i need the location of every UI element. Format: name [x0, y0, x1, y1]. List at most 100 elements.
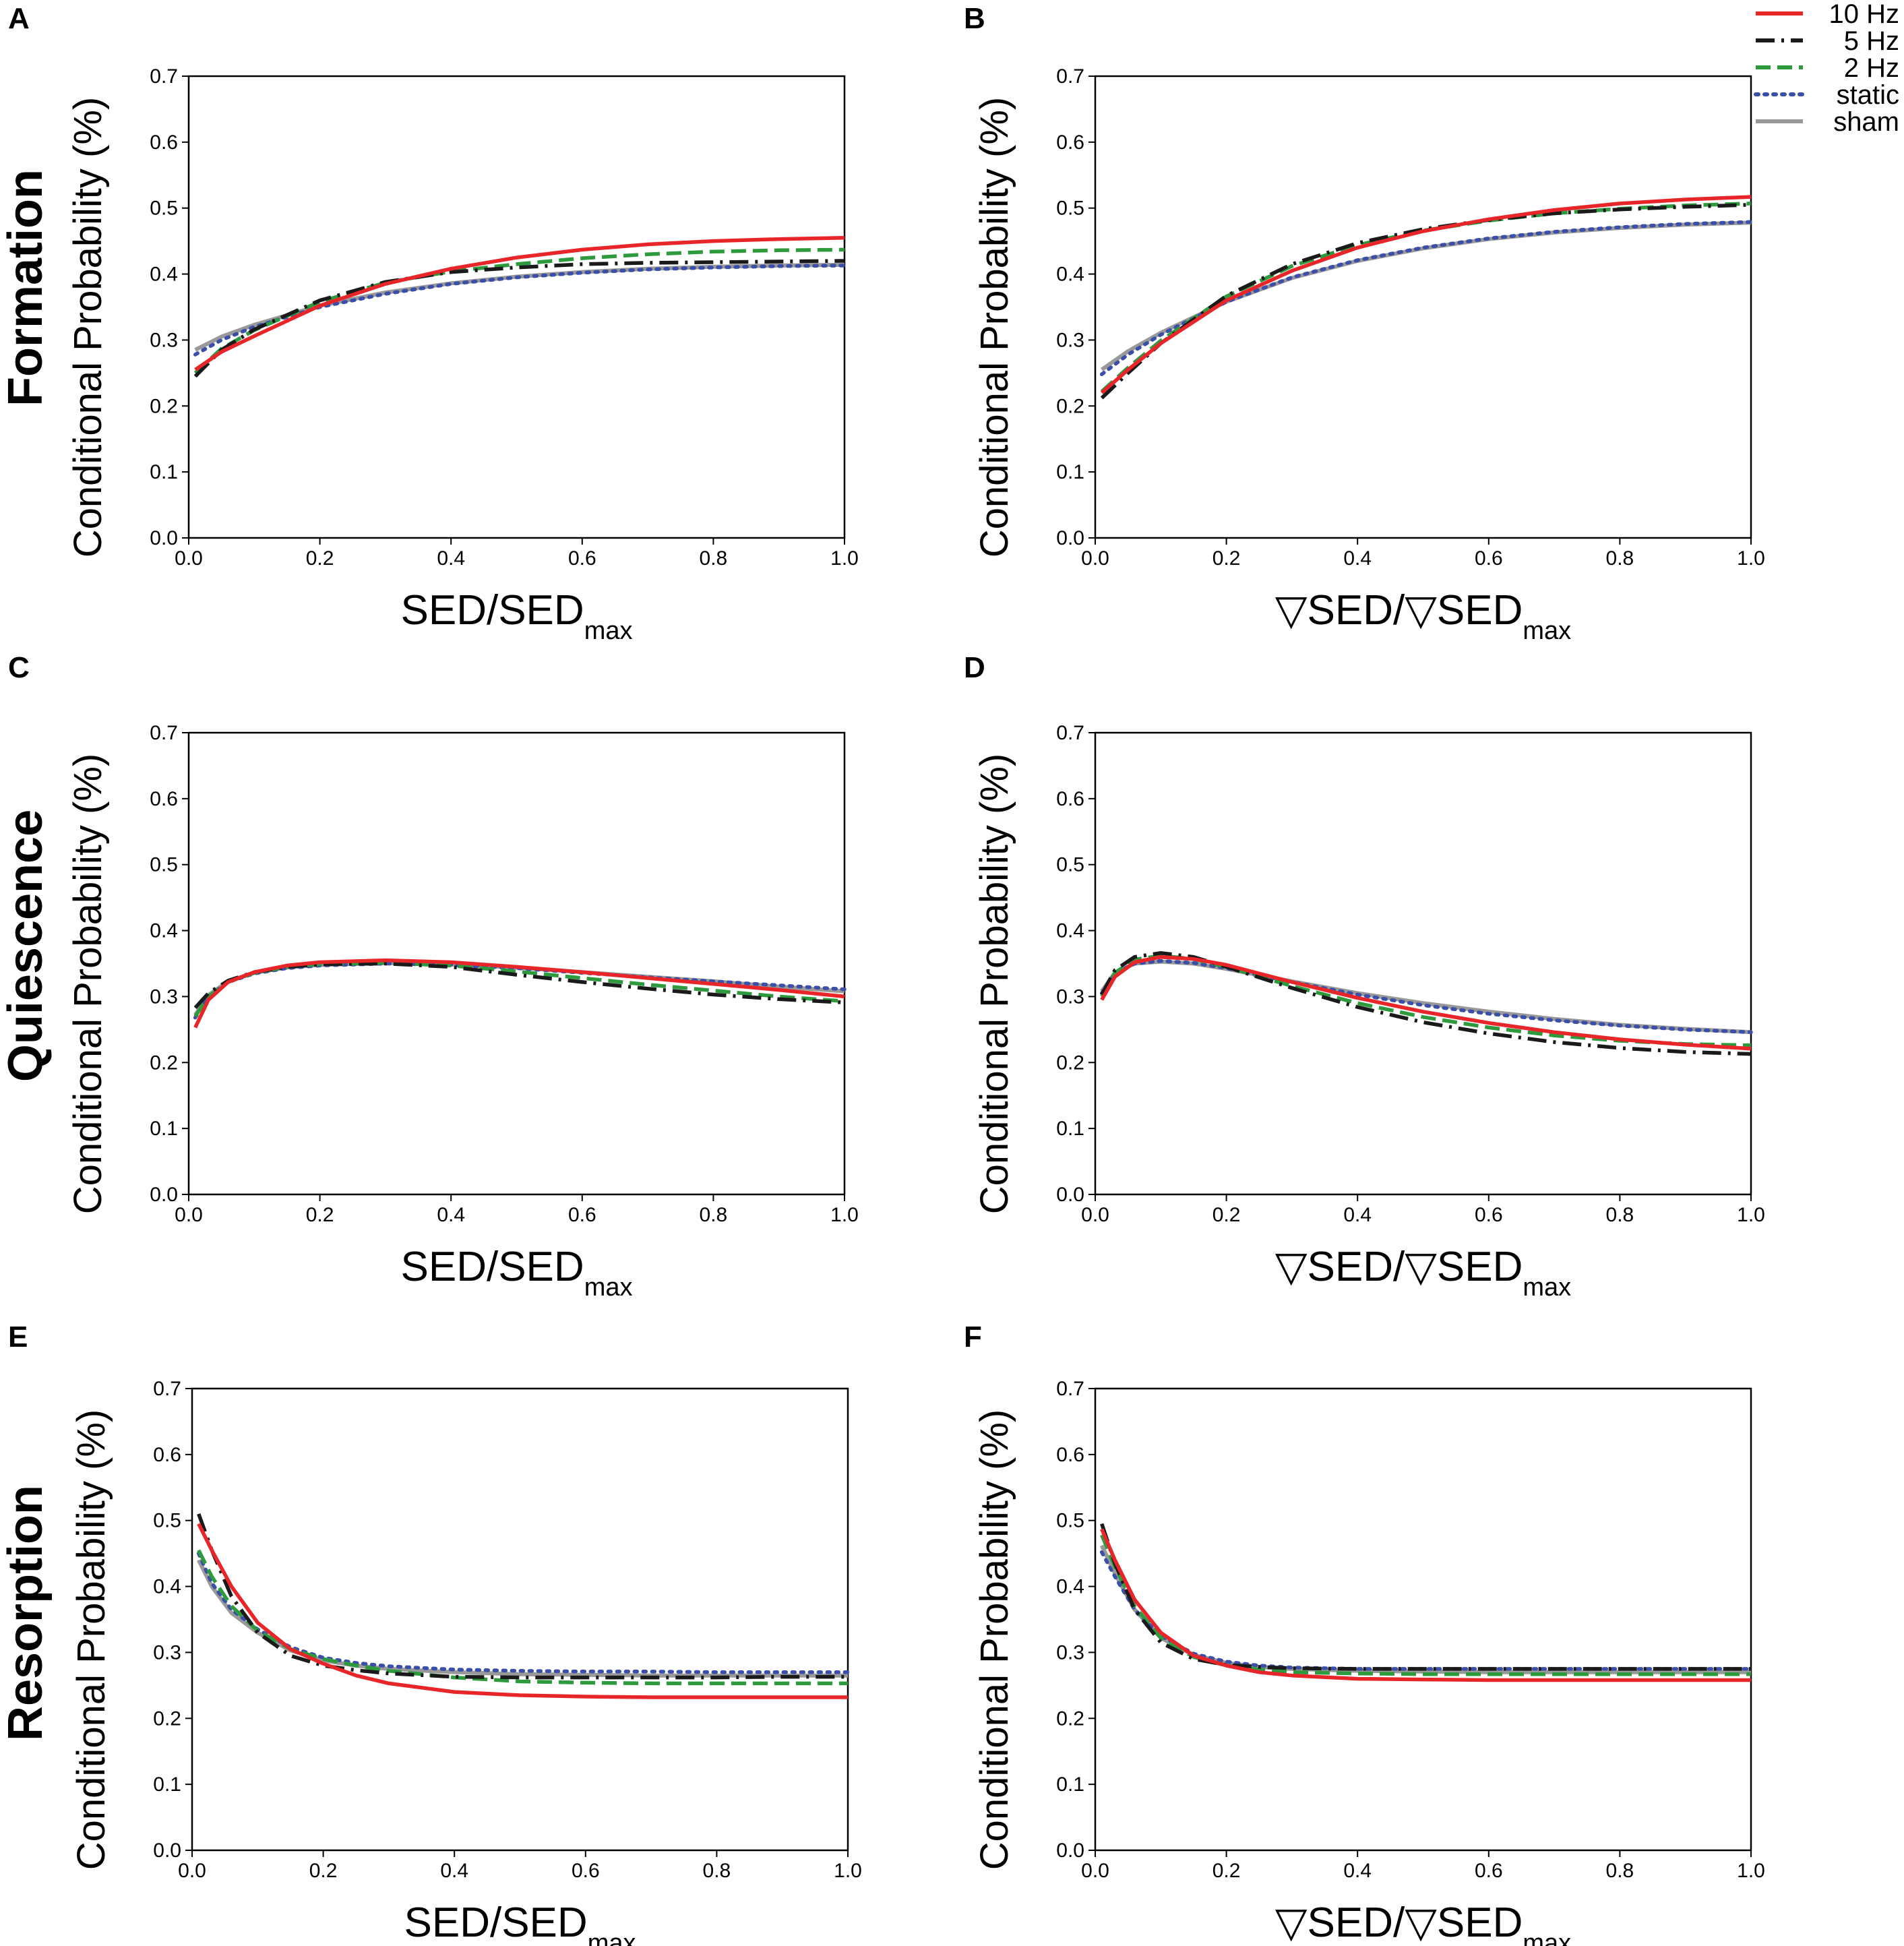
- panel-letter: B: [964, 2, 985, 35]
- y-tick-label: 0.7: [150, 722, 178, 744]
- series-line-static: [1099, 220, 1753, 377]
- y-axis-label: Conditional Probability (%): [973, 97, 1016, 557]
- series-line-10-hz: [1100, 195, 1752, 394]
- series-line-2-hz: [1100, 954, 1752, 1047]
- y-tick-label: 0.4: [150, 264, 178, 286]
- plot-frame: [1094, 731, 1752, 1196]
- y-tick-label: 0.2: [153, 1707, 181, 1730]
- x-tick-label: 0.0: [1081, 1860, 1109, 1882]
- y-tick-label: 0.1: [153, 1773, 181, 1796]
- series-line-static: [193, 961, 847, 1020]
- series-line-sham: [197, 1559, 848, 1678]
- x-tick-label: 0.6: [1475, 1204, 1503, 1226]
- row-title-formation: Formation: [0, 169, 53, 406]
- x-tick-label: 0.4: [440, 1860, 468, 1882]
- x-tick-label: 0.8: [700, 547, 728, 570]
- plot-frame: [187, 731, 846, 1196]
- y-tick-label: 0.5: [1056, 197, 1084, 220]
- series-line-static: [193, 264, 847, 357]
- y-tick-label: 0.5: [1056, 854, 1084, 876]
- panel-letter: D: [964, 651, 985, 684]
- x-tick-label: 0.6: [568, 1204, 596, 1226]
- x-axis-label: ▽SED/▽SEDmax: [1275, 1244, 1571, 1302]
- y-tick-label: 0.0: [1056, 1839, 1084, 1862]
- x-tick-label: 1.0: [834, 1860, 862, 1882]
- y-tick-label: 0.0: [1056, 527, 1084, 549]
- y-tick-label: 0.6: [153, 1444, 181, 1466]
- panel-d: D 0.0 0.1 0.2 0.3 0.4 0.5 0.6 0.7 0.0 0.2 0.4 0.6 0.8…: [964, 651, 1765, 1302]
- x-axis-label: ▽SED/▽SEDmax: [1275, 1899, 1571, 1946]
- y-tick-label: 0.6: [1056, 1444, 1084, 1466]
- x-tick-label: 0.2: [1212, 1204, 1241, 1226]
- series-line-10-hz: [1100, 1528, 1751, 1682]
- panel-letter: C: [8, 651, 30, 684]
- series-line-10-hz: [193, 958, 845, 1029]
- y-tick-label: 0.6: [1056, 788, 1084, 810]
- series-line-10-hz: [197, 1523, 848, 1699]
- x-tick-label: 0.0: [1081, 1204, 1109, 1226]
- x-tick-label: 0.4: [1343, 1204, 1372, 1226]
- panel-a: A 0.0 0.1 0.2 0.3 0.4 0.5 0.6 0.7 0.0 0.2 0.4 0.6 0.8…: [8, 2, 859, 645]
- y-tick-label: 0.2: [1056, 395, 1084, 417]
- y-axis-label: Conditional Probability (%): [66, 754, 110, 1214]
- x-tick-label: 0.6: [1475, 547, 1503, 570]
- x-tick-label: 0.8: [703, 1860, 731, 1882]
- panel-b: B 0.0 0.1 0.2 0.3 0.4 0.5 0.6 0.7 0.0 0.2 0.4 0.6 0.8…: [964, 2, 1765, 645]
- x-tick-label: 0.0: [1081, 547, 1109, 570]
- series-line-2-hz: [193, 247, 845, 375]
- x-tick-label: 0.4: [437, 1204, 465, 1226]
- x-tick-label: 0.4: [1343, 1860, 1372, 1882]
- y-tick-label: 0.4: [153, 1576, 181, 1598]
- y-tick-label: 0.5: [150, 197, 178, 220]
- y-tick-label: 0.4: [1056, 1576, 1084, 1598]
- y-tick-label: 0.5: [150, 854, 178, 876]
- panel-c: C 0.0 0.1 0.2 0.3 0.4 0.5 0.6 0.7 0.0 0.2 0.4 0.6 0.8…: [8, 651, 859, 1302]
- y-tick-label: 0.4: [1056, 920, 1084, 942]
- y-tick-label: 0.1: [1056, 1118, 1084, 1140]
- legend-label-sham: sham: [1833, 107, 1899, 137]
- y-tick-label: 0.6: [150, 131, 178, 154]
- x-tick-label: 0.2: [1212, 547, 1241, 570]
- y-tick-label: 0.6: [1056, 131, 1084, 154]
- series-line-static: [1099, 1550, 1753, 1671]
- legend-label-static: static: [1837, 80, 1899, 110]
- y-tick-label: 0.7: [153, 1378, 181, 1400]
- row-title-quiescence: Quiescence: [0, 810, 53, 1082]
- legend-label-10hz: 10 Hz: [1829, 0, 1900, 29]
- y-tick-label: 0.7: [150, 65, 178, 88]
- row-title-resorption: Resorption: [0, 1485, 53, 1741]
- y-tick-label: 0.7: [1056, 65, 1084, 88]
- y-tick-label: 0.7: [1056, 722, 1084, 744]
- series-line-5-hz: [1100, 951, 1752, 1056]
- y-tick-label: 0.5: [1056, 1510, 1084, 1532]
- x-axis-label: SED/SEDmax: [404, 1899, 636, 1946]
- series-line-2-hz: [193, 961, 845, 1018]
- series-line-5-hz: [1100, 1523, 1751, 1671]
- x-tick-label: 1.0: [1737, 1204, 1765, 1226]
- x-tick-label: 1.0: [1737, 1860, 1765, 1882]
- y-tick-label: 0.2: [150, 395, 178, 417]
- x-tick-label: 0.8: [1606, 547, 1634, 570]
- y-axis-label: Conditional Probability (%): [973, 754, 1016, 1214]
- y-tick-label: 0.1: [1056, 1773, 1084, 1796]
- x-tick-label: 0.2: [306, 1204, 334, 1226]
- x-tick-label: 1.0: [1737, 547, 1765, 570]
- panel-f: F 0.0 0.1 0.2 0.3 0.4 0.5 0.6 0.7 0.0 0.2 0.4 0.6 0.8…: [964, 1320, 1765, 1946]
- y-tick-label: 0.6: [150, 788, 178, 810]
- y-axis-label: Conditional Probability (%): [69, 1409, 113, 1870]
- y-axis-label: Conditional Probability (%): [973, 1409, 1016, 1870]
- plot-frame: [1094, 1387, 1752, 1852]
- y-tick-label: 0.4: [1056, 264, 1084, 286]
- y-tick-label: 0.1: [1056, 461, 1084, 483]
- series-line-2-hz: [1100, 1534, 1751, 1676]
- panel-e: E 0.0 0.1 0.2 0.3 0.4 0.5 0.6 0.7 0.0 0.2 0.4 0.6 0.8…: [8, 1320, 862, 1946]
- x-tick-label: 0.0: [178, 1860, 206, 1882]
- y-axis-label: Conditional Probability (%): [66, 97, 110, 557]
- plot-frame: [191, 1387, 849, 1852]
- y-tick-label: 0.0: [153, 1839, 181, 1862]
- legend-label-5hz: 5 Hz: [1844, 26, 1899, 56]
- y-tick-label: 0.3: [1056, 329, 1084, 351]
- series-line-sham: [193, 961, 845, 1016]
- x-tick-label: 0.8: [1606, 1860, 1634, 1882]
